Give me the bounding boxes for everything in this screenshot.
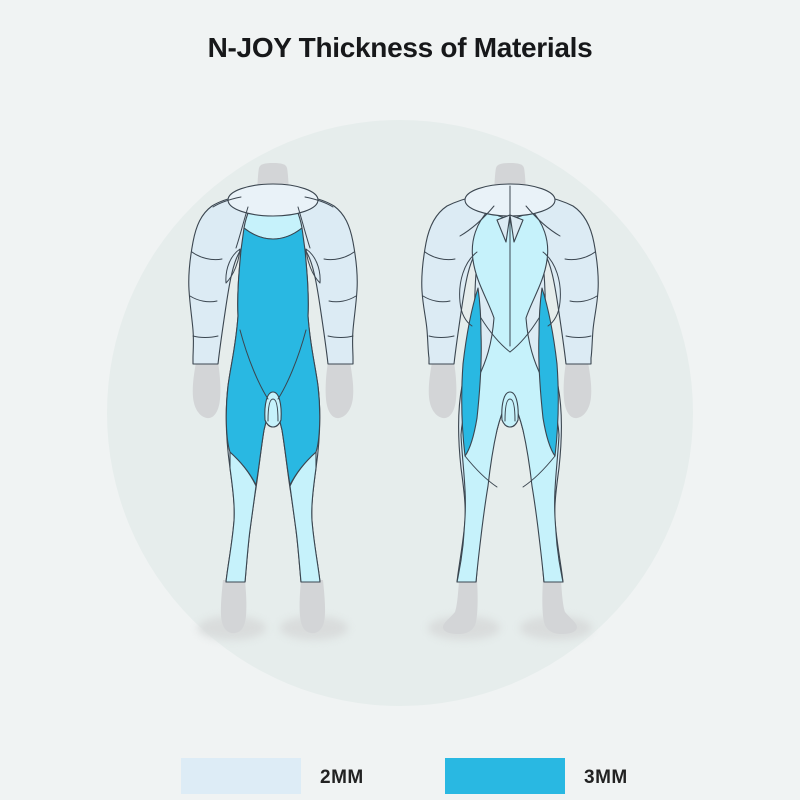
legend-swatch-3mm-rect [445,758,565,794]
back-left-hand [428,362,457,419]
front-collar [227,183,319,217]
back-seam-v-left [480,317,511,353]
legend-swatch-3mm [445,758,565,794]
front-torso-panel-3mm [225,227,321,486]
front-seam-shoulder-left [212,196,242,208]
back-crotch-gusset [501,391,519,428]
front-seam-hip-left [239,329,269,400]
legend-swatch-2mm [181,758,301,794]
front-seam-shoulder-right [304,196,334,208]
front-seam-cuff-right [327,335,354,338]
front-seam-elbow-right [328,295,357,303]
front-crotch-seam [267,398,279,422]
back-seam-bicep-right [564,251,596,261]
front-right-hand [325,362,354,419]
back-seam-elbow-left [422,295,451,303]
wetsuit-front-figure [188,163,358,640]
front-seam-raglan-right [297,206,311,249]
legend-label-2mm: 2MM [320,766,364,788]
back-seam-v-right [509,317,540,353]
page-title: N-JOY Thickness of Materials [207,32,593,63]
front-seam-raglan-left [235,206,249,249]
front-crotch-gusset [264,391,282,428]
legend-item-2mm: 2MM [181,758,364,794]
front-left-hand [192,362,221,419]
back-left-side-panel-3mm [461,287,482,457]
legend-item-3mm: 3MM [445,758,628,794]
wetsuit-back-figure [421,163,599,640]
back-seam-shoulder-right [525,205,561,237]
front-right-foot [299,580,326,634]
back-seam-bicep-left [424,251,456,261]
front-seam-bicep-right [323,251,355,261]
front-left-foot [220,580,247,634]
back-zipper-flap-left [496,214,511,243]
back-seam-underarm-right [542,251,561,327]
back-seam-cuff-right [565,335,592,338]
back-seam-thigh-right [522,455,556,488]
front-seam-elbow-left [189,295,218,303]
back-seam-cuff-left [428,335,455,338]
back-right-foot [542,580,577,634]
back-seam-underarm-left [459,251,478,327]
back-left-foot [443,580,478,634]
back-right-hand [563,362,592,419]
front-seam-underarm-right [305,248,321,284]
legend-swatch-2mm-rect [181,758,301,794]
front-seam-cuff-left [192,335,219,338]
back-crotch-seam [504,398,516,422]
back-seam-elbow-right [569,295,598,303]
front-seam-bicep-left [191,251,223,261]
front-seam-underarm-left [225,248,241,284]
front-seam-hip-right [277,329,307,400]
back-zipper-flap-right [509,214,524,243]
legend-label-3mm: 3MM [584,766,628,788]
back-seam-thigh-left [464,455,498,488]
back-right-side-panel-3mm [538,287,559,457]
back-seam-shoulder-left [459,205,495,237]
